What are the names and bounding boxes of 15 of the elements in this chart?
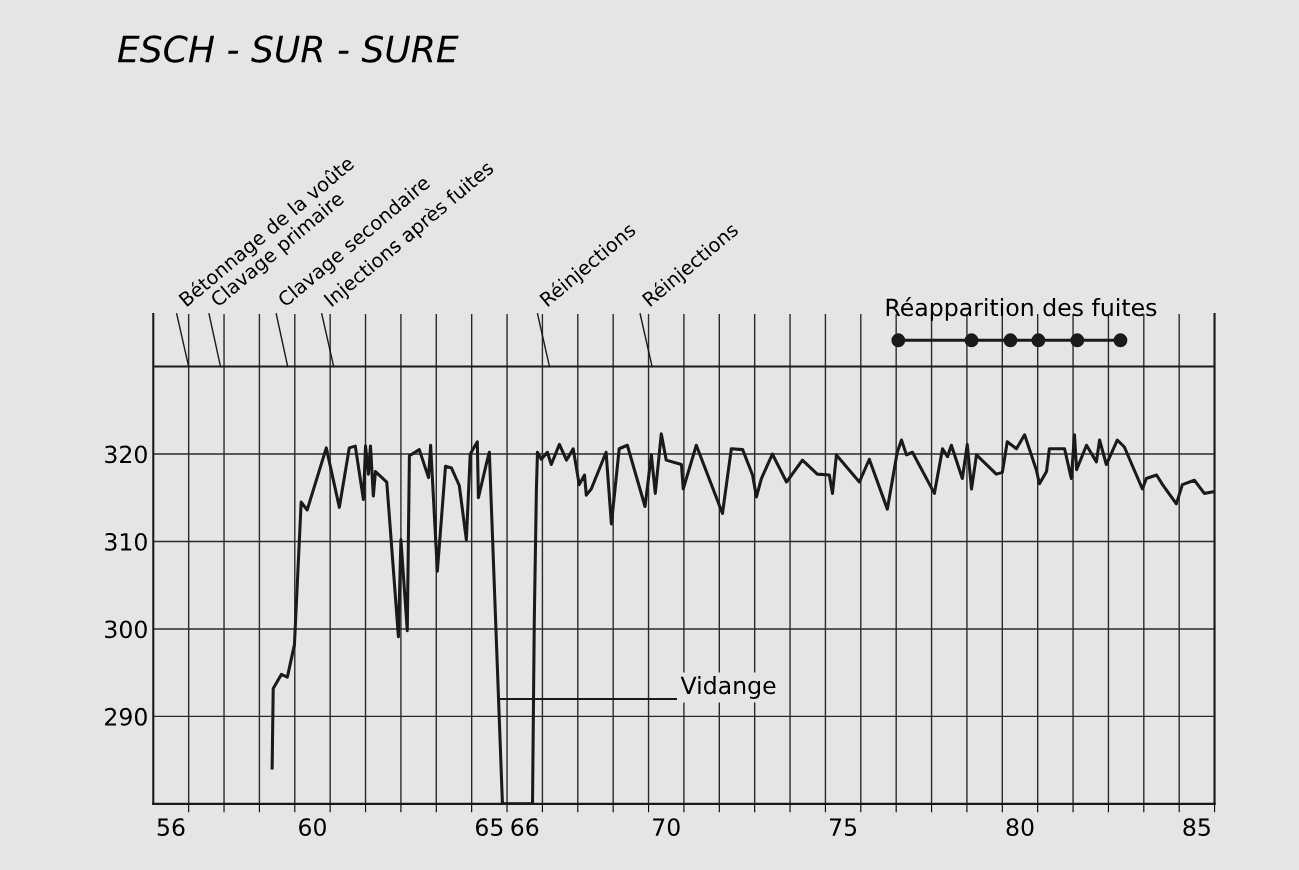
x-tick-label: 80 <box>1006 818 1034 837</box>
x-tick-label: 60 <box>299 818 326 837</box>
x-tick-label: 75 <box>830 818 857 837</box>
x-tick-label: 56 <box>157 818 185 837</box>
x-tick-label: 65 <box>475 818 503 837</box>
y-tick-label: 290 <box>105 707 147 726</box>
x-tick-label: 70 <box>653 818 680 837</box>
y-tick-label: 300 <box>105 620 147 639</box>
y-tick-label: 320 <box>105 445 147 464</box>
x-tick-label: 66 <box>511 818 539 837</box>
annotation: Vidange <box>680 676 776 699</box>
chart-title: ESCH - SUR - SURE <box>117 35 459 63</box>
y-tick-label: 310 <box>105 532 147 551</box>
series-label: Réapparition des fuites <box>886 297 1157 321</box>
x-tick-label: 85 <box>1183 818 1210 837</box>
